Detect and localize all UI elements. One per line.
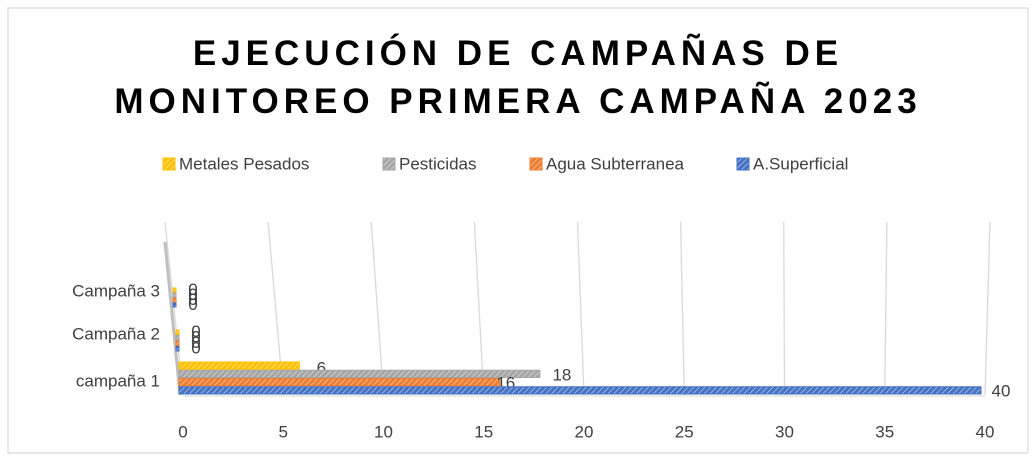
legend-label: Pesticidas xyxy=(399,154,476,173)
x-tick-label: 5 xyxy=(279,422,288,441)
bar xyxy=(178,361,300,370)
bar xyxy=(175,335,180,341)
x-tick-label: 15 xyxy=(474,422,493,441)
grid-line xyxy=(783,221,786,396)
data-label: 0 xyxy=(191,322,200,341)
bar xyxy=(175,329,180,335)
data-label: 6 xyxy=(317,358,326,377)
data-label: 40 xyxy=(992,381,1011,400)
bar xyxy=(172,302,177,308)
bar xyxy=(175,340,180,346)
chart-title: EJECUCIÓN DE CAMPAÑAS DE MONITOREO PRIME… xyxy=(114,34,922,121)
data-label: 0 xyxy=(188,285,197,304)
x-tick-label: 35 xyxy=(875,422,894,441)
grid-line xyxy=(884,221,888,396)
legend-swatch xyxy=(736,157,750,171)
legend-swatch xyxy=(382,157,396,171)
x-tick-label: 20 xyxy=(575,422,594,441)
legend-swatch xyxy=(529,157,543,171)
legend-swatch xyxy=(162,157,176,171)
x-tick-label: 10 xyxy=(374,422,393,441)
data-label: 0 xyxy=(191,328,200,347)
legend-label: Agua Subterranea xyxy=(546,154,685,173)
data-label: 0 xyxy=(188,280,197,299)
bar xyxy=(175,346,180,352)
y-tick-label: Campaña 2 xyxy=(72,324,160,343)
bar xyxy=(172,297,177,303)
data-label: 0 xyxy=(188,295,197,314)
legend-label: Metales Pesados xyxy=(179,154,309,173)
data-label: 18 xyxy=(552,365,571,384)
grid-line xyxy=(984,221,991,396)
grid-line xyxy=(576,221,585,396)
x-tick-label: 0 xyxy=(178,422,187,441)
bar xyxy=(178,378,501,387)
bar xyxy=(178,386,982,395)
bar xyxy=(178,369,541,378)
y-tick-label: Campaña 3 xyxy=(72,281,160,300)
grid-line xyxy=(473,221,485,396)
grid-line xyxy=(679,221,685,396)
grid-line xyxy=(370,221,385,396)
x-tick-label: 40 xyxy=(976,422,995,441)
y-tick-label: campaña 1 xyxy=(76,371,160,390)
data-label: 0 xyxy=(191,333,200,352)
legend-label: A.Superficial xyxy=(753,154,848,173)
data-label: 0 xyxy=(191,339,200,358)
x-tick-label: 25 xyxy=(675,422,694,441)
data-label: 0 xyxy=(188,290,197,309)
x-tick-label: 30 xyxy=(775,422,794,441)
bar xyxy=(172,292,177,298)
bar xyxy=(172,287,177,293)
axis-wall xyxy=(163,241,182,396)
